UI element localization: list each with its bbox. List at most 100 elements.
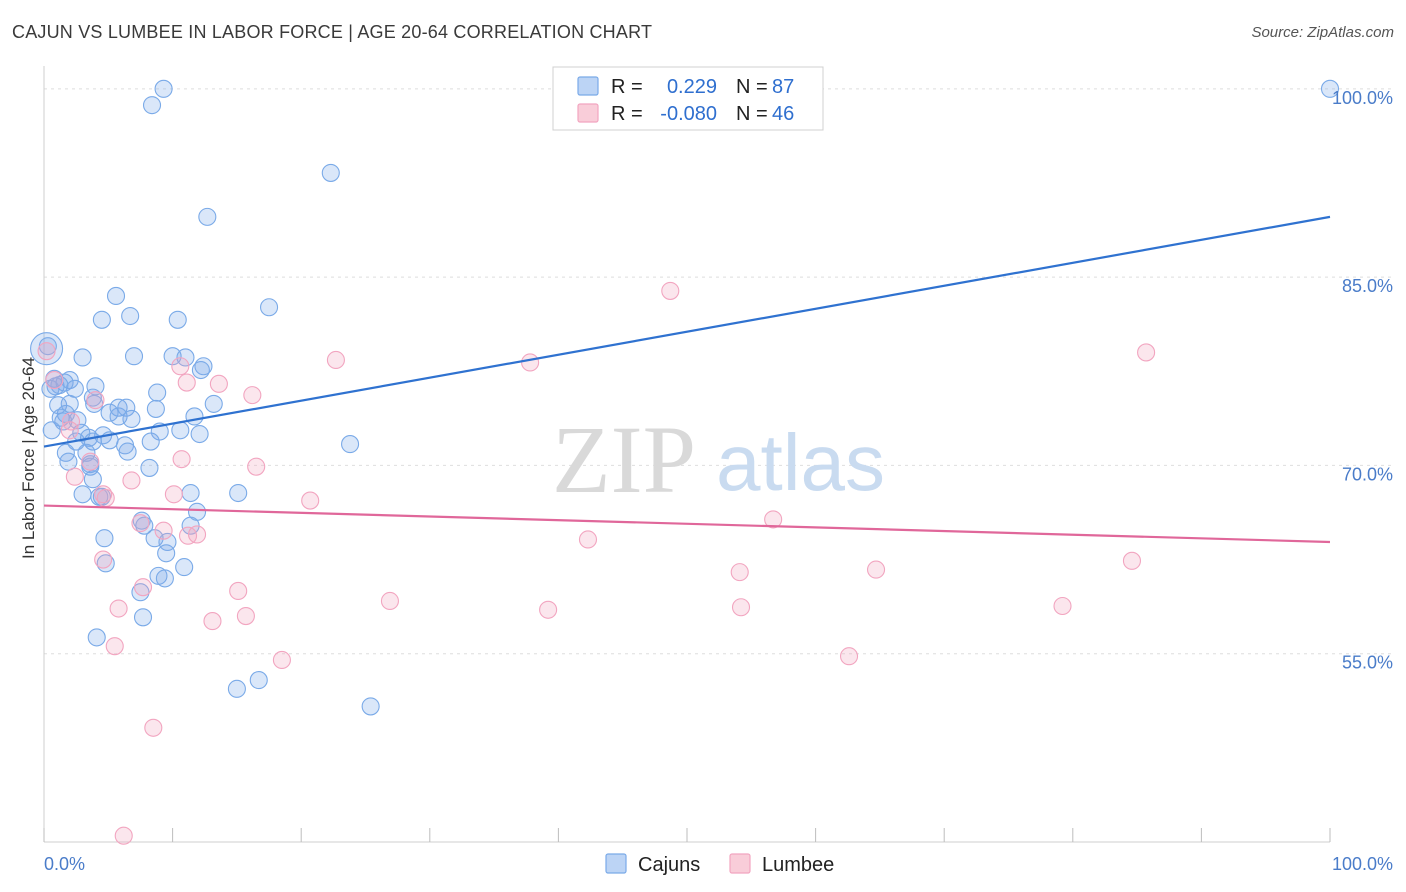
lumbee-point <box>81 452 100 471</box>
cajun-r-value: 0.229 <box>667 76 717 98</box>
y-tick-label: 70.0% <box>1342 464 1393 484</box>
stats-legend: R = 0.229 N = 87 R = -0.080 N = 46 <box>552 66 824 131</box>
cajun-point <box>140 458 159 477</box>
lumbee-point <box>86 391 105 410</box>
cajun-point <box>83 388 102 407</box>
cajun-point <box>142 96 162 115</box>
cajun-point <box>50 376 69 395</box>
cajun-point <box>92 310 111 329</box>
cajun-point <box>361 697 380 716</box>
lumbee-point <box>133 578 153 597</box>
cajun-point <box>181 483 200 503</box>
x-tick-label-min: 0.0% <box>44 854 85 874</box>
y-tick-labels: 55.0% 70.0% 85.0% 100.0% <box>1332 88 1393 673</box>
watermark-zip: ZIP <box>552 406 696 513</box>
cajun-point <box>124 347 144 366</box>
cajun-point <box>73 485 92 504</box>
lumbee-point <box>380 591 399 611</box>
gridlines <box>44 88 1393 655</box>
lumbee-point <box>764 510 783 529</box>
cajun-point <box>157 544 176 563</box>
lumbee-point <box>178 526 198 545</box>
lumbee-point <box>1122 551 1142 570</box>
legend-cajuns-swatch <box>605 853 627 874</box>
cajun-point <box>60 394 79 413</box>
lumbee-point <box>866 560 886 579</box>
cajun-point <box>41 379 60 398</box>
cajun-point <box>163 347 182 366</box>
lumbee-r-value: -0.080 <box>660 103 717 125</box>
cajun-n-label: N = <box>736 76 768 98</box>
y-axis-title: In Labor Force | Age 20-64 <box>19 357 38 559</box>
cajun-point <box>59 452 78 471</box>
lumbee-point <box>177 373 196 392</box>
cajun-point <box>341 435 360 454</box>
cajun-point <box>100 403 119 422</box>
cajun-point <box>321 163 340 182</box>
lumbee-point <box>187 525 207 544</box>
lumbee-point <box>60 421 79 440</box>
lumbee-point <box>114 826 133 845</box>
lumbee-n-value: 46 <box>772 103 794 125</box>
cajun-point <box>106 286 126 306</box>
cajun-point <box>249 671 268 690</box>
lumbee-point <box>94 550 113 569</box>
cajun-point <box>86 377 105 396</box>
lumbee-point <box>301 491 320 510</box>
legend-lumbee-swatch <box>729 853 751 874</box>
lumbee-swatch <box>577 103 599 123</box>
lumbee-point <box>172 450 191 469</box>
cajun-point <box>83 470 102 489</box>
legend-cajuns-label: Cajuns <box>638 854 700 876</box>
cajun-point <box>133 608 153 627</box>
cajun-point <box>190 424 209 444</box>
lumbee-point <box>122 471 141 490</box>
lumbee-point <box>236 606 255 626</box>
cajun-trend-line <box>43 215 1331 448</box>
cajun-point <box>122 409 141 429</box>
cajun-point <box>185 407 204 426</box>
watermark: ZIP atlas <box>552 406 885 513</box>
cajun-point <box>146 399 165 418</box>
lumbee-point <box>731 598 751 617</box>
lumbee-point <box>1053 596 1072 616</box>
cajun-point <box>131 583 150 602</box>
lumbee-point <box>839 647 859 666</box>
lumbee-point <box>539 600 558 619</box>
lumbee-point <box>45 371 64 390</box>
source-label: Source: ZipAtlas.com <box>1251 24 1394 41</box>
y-tick-label: 100.0% <box>1332 88 1393 108</box>
lumbee-point <box>96 489 115 508</box>
lumbee-point <box>144 718 163 737</box>
cajun-point <box>175 558 194 577</box>
lumbee-point <box>578 530 598 549</box>
cajun-point <box>204 394 223 413</box>
cajun-point <box>1320 79 1340 98</box>
cajun-point <box>168 310 187 329</box>
lumbee-point <box>65 467 84 486</box>
cajun-point <box>65 379 84 398</box>
lumbee-point <box>326 350 345 370</box>
cajun-point <box>87 628 106 647</box>
lumbee-trend-line <box>43 504 1331 544</box>
cajun-points <box>30 79 1340 716</box>
cajun-point <box>227 679 246 698</box>
cajun-point <box>198 207 217 226</box>
cajun-point <box>118 442 137 461</box>
cajun-point <box>176 348 195 367</box>
watermark-atlas: atlas <box>716 418 885 507</box>
cajun-point <box>77 443 96 462</box>
axes <box>43 66 1331 843</box>
lumbee-point <box>229 581 248 600</box>
cajun-point <box>154 79 173 98</box>
lumbee-r-label: R = <box>611 103 643 125</box>
cajun-r-label: R = <box>611 76 643 98</box>
lumbee-n-label: N = <box>736 103 768 125</box>
cajun-point <box>259 298 279 317</box>
lumbee-point <box>154 521 173 540</box>
cajun-n-value: 87 <box>772 76 794 98</box>
lumbee-point <box>661 281 680 300</box>
lumbee-point <box>171 357 190 376</box>
cajun-point <box>148 383 167 402</box>
